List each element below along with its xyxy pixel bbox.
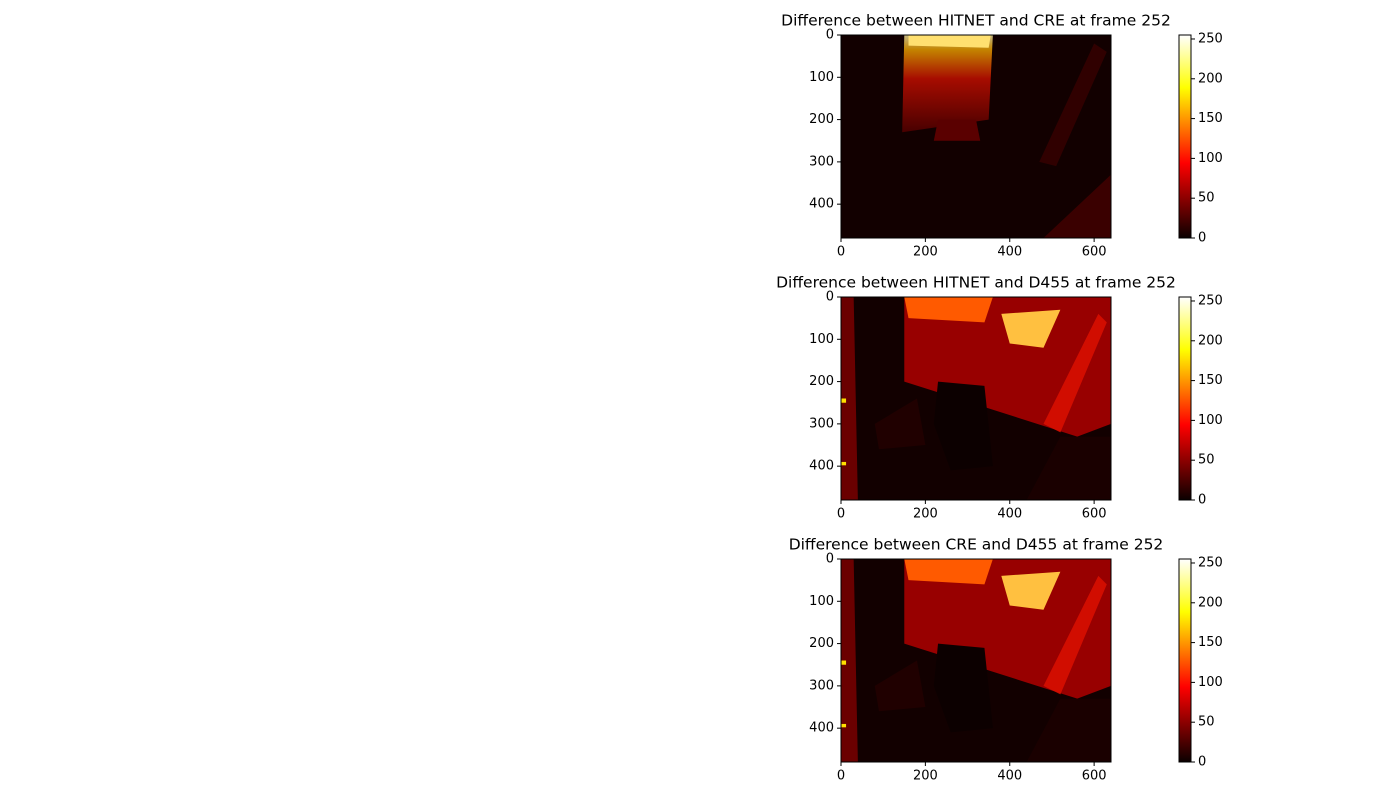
image-region — [933, 119, 981, 141]
image-region — [1026, 436, 1111, 500]
x-tick-label: 0 — [837, 769, 845, 784]
image-region — [841, 297, 858, 500]
colorbar-tick-label: 150 — [1198, 635, 1223, 650]
image-region — [841, 660, 847, 665]
colorbar-tick-label: 200 — [1198, 595, 1223, 610]
y-tick-label: 0 — [826, 290, 834, 305]
colorbar-tick-label: 150 — [1198, 373, 1223, 388]
chart-title: Difference between CRE and D455 at frame… — [789, 536, 1164, 554]
y-tick-label: 200 — [809, 374, 834, 389]
image-region — [933, 381, 993, 471]
colorbar-tick-label: 50 — [1198, 191, 1215, 206]
y-tick-label: 200 — [809, 636, 834, 651]
y-tick-label: 300 — [809, 154, 834, 169]
image-region — [933, 643, 993, 733]
y-tick-label: 400 — [809, 721, 834, 736]
x-tick-label: 200 — [913, 507, 938, 522]
x-tick-label: 200 — [913, 769, 938, 784]
axes-frame — [840, 296, 1112, 501]
x-tick-label: 200 — [913, 245, 938, 260]
colorbar-tick-label: 250 — [1198, 31, 1223, 46]
image-region — [1043, 313, 1107, 433]
y-tick-label: 300 — [809, 416, 834, 431]
image-region — [841, 723, 847, 728]
colorbar-tick-label: 0 — [1198, 755, 1206, 770]
chart-title: Difference between HITNET and D455 at fr… — [776, 274, 1176, 292]
image-region — [1026, 698, 1111, 762]
axes-frame — [840, 34, 1112, 239]
y-tick-label: 100 — [809, 594, 834, 609]
colorbar — [1178, 34, 1192, 239]
colorbar-tick-label: 200 — [1198, 333, 1223, 348]
x-tick-label: 600 — [1082, 507, 1107, 522]
colorbar-tick-label: 250 — [1198, 293, 1223, 308]
axes-frame — [840, 558, 1112, 763]
y-tick-label: 200 — [809, 112, 834, 127]
image-region — [908, 35, 991, 48]
colorbar-tick-label: 100 — [1198, 675, 1223, 690]
y-tick-label: 400 — [809, 197, 834, 212]
x-tick-label: 600 — [1082, 245, 1107, 260]
x-tick-label: 0 — [837, 245, 845, 260]
x-tick-label: 400 — [997, 245, 1022, 260]
image-region — [841, 559, 858, 762]
image-region — [874, 660, 926, 712]
image-region — [874, 398, 926, 450]
x-tick-label: 400 — [997, 507, 1022, 522]
image-region — [1039, 43, 1107, 167]
image-region — [1043, 174, 1111, 238]
heatmap-image — [841, 35, 1111, 238]
x-tick-label: 0 — [837, 507, 845, 522]
y-tick-label: 400 — [809, 459, 834, 474]
colorbar — [1178, 296, 1192, 501]
x-tick-label: 400 — [997, 769, 1022, 784]
image-region — [904, 297, 993, 323]
image-region — [904, 559, 993, 585]
heatmap-image — [841, 559, 1111, 762]
colorbar-tick-label: 100 — [1198, 151, 1223, 166]
y-tick-label: 100 — [809, 70, 834, 85]
colorbar-tick-label: 0 — [1198, 231, 1206, 246]
colorbar-tick-label: 100 — [1198, 413, 1223, 428]
image-region — [841, 398, 847, 403]
image-region — [1001, 571, 1061, 610]
colorbar — [1178, 558, 1192, 763]
colorbar-tick-label: 0 — [1198, 493, 1206, 508]
colorbar-tick-label: 50 — [1198, 715, 1215, 730]
y-tick-label: 300 — [809, 678, 834, 693]
colorbar-tick-label: 50 — [1198, 453, 1215, 468]
y-tick-label: 0 — [826, 552, 834, 567]
x-tick-label: 600 — [1082, 769, 1107, 784]
y-tick-label: 0 — [826, 28, 834, 43]
image-region — [1001, 309, 1061, 348]
y-tick-label: 100 — [809, 332, 834, 347]
chart-title: Difference between HITNET and CRE at fra… — [781, 12, 1171, 30]
image-region — [902, 35, 993, 133]
colorbar-tick-label: 150 — [1198, 111, 1223, 126]
image-region — [1043, 575, 1107, 695]
heatmap-image — [841, 297, 1111, 500]
colorbar-tick-label: 200 — [1198, 71, 1223, 86]
image-region — [841, 461, 847, 466]
colorbar-tick-label: 250 — [1198, 555, 1223, 570]
